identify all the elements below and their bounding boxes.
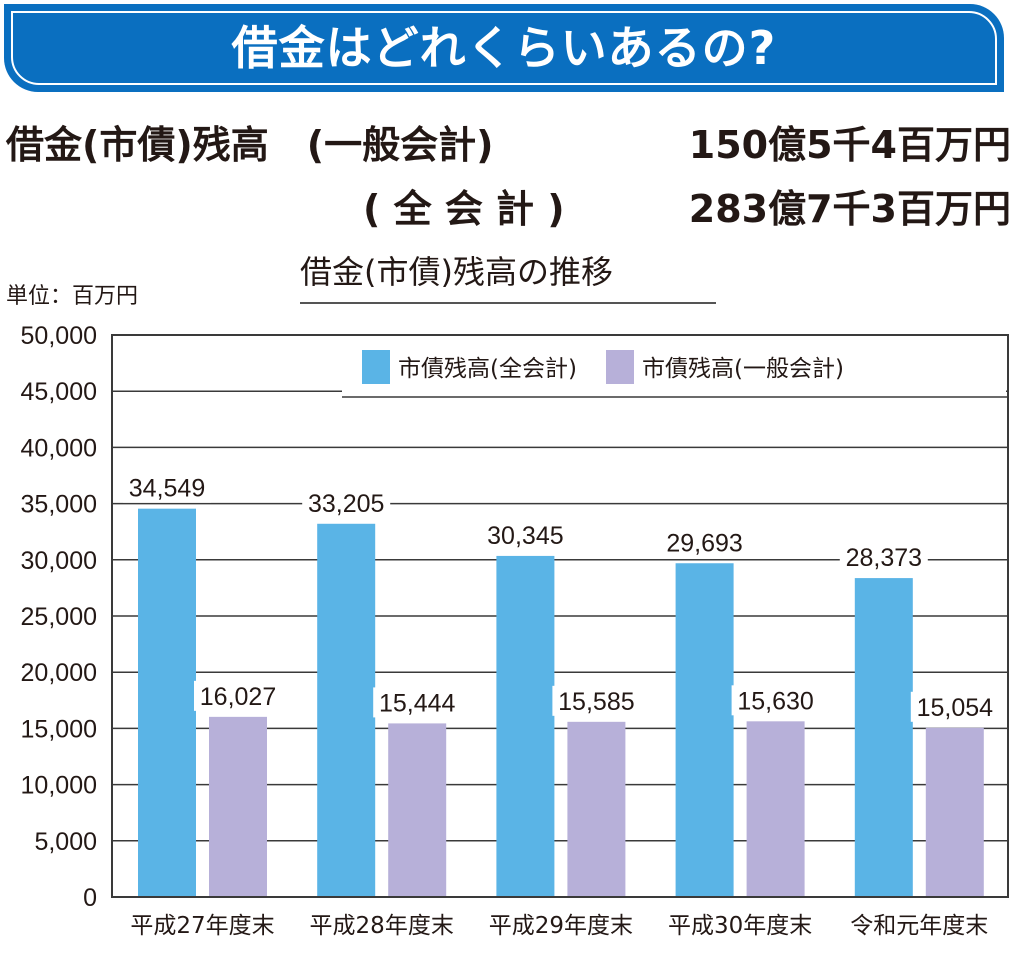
chart-title: 借金(市債)残高の推移 (300, 253, 613, 291)
legend-label: 市債残高(全会計) (398, 356, 577, 382)
bar-general-account (567, 721, 626, 897)
data-label: 15,630 (737, 687, 813, 715)
x-category-label: 平成28年度末 (310, 913, 454, 939)
data-label-background (123, 472, 211, 503)
data-label: 33,205 (308, 490, 384, 518)
summary-all-label: ( 全 会 計 ) (363, 187, 565, 231)
data-label-background (910, 691, 999, 722)
bars (138, 508, 984, 897)
legend-box (342, 337, 1006, 397)
data-label-background (839, 542, 928, 573)
data-label: 34,549 (129, 475, 205, 503)
bar-general-account (925, 727, 984, 897)
bar-all-accounts (675, 563, 734, 897)
x-category-label: 平成29年度末 (489, 913, 633, 939)
summary-general-value: 150億5千4百万円 (688, 123, 1011, 167)
legend-swatch (606, 350, 634, 384)
y-tick-label: 25,000 (21, 603, 97, 631)
plot-frame (111, 334, 1009, 898)
data-label-background (194, 680, 282, 711)
y-tick-label: 0 (83, 884, 97, 912)
bar-all-accounts (854, 578, 913, 897)
y-tick-label: 40,000 (21, 434, 97, 462)
y-tick-label: 5,000 (34, 828, 97, 856)
data-label-background (660, 527, 749, 558)
legend: 市債残高(全会計) 市債残高(一般会計) (342, 337, 1008, 398)
title-banner: 借金はどれくらいあるの? (4, 4, 1004, 92)
x-category-label: 平成27年度末 (130, 913, 274, 939)
unit-label: 単位：百万円 (6, 284, 139, 309)
y-tick-label: 15,000 (21, 715, 97, 743)
bar-general-account (209, 716, 267, 897)
data-label: 28,373 (846, 544, 922, 572)
data-label: 15,444 (379, 689, 456, 717)
x-axis-categories: 平成27年度末 平成28年度末 平成29年度末 平成30年度末 令和元年度末 (130, 913, 988, 939)
x-category-label: 平成30年度末 (668, 913, 812, 939)
bar-all-accounts (317, 523, 376, 897)
data-label: 29,693 (666, 529, 742, 557)
bar-all-accounts (496, 555, 555, 897)
bar-general-account (746, 721, 805, 897)
data-labels: 34,549 16,027 33,205 15,444 30,345 15,585 29,6… (123, 472, 999, 722)
data-label: 15,585 (558, 688, 634, 716)
data-label-background (731, 685, 820, 716)
banner-title: 借金はどれくらいあるの? (231, 21, 777, 75)
bar-all-accounts (138, 508, 196, 897)
data-label-background (373, 687, 462, 718)
x-category-label: 令和元年度末 (850, 913, 988, 939)
data-label: 16,027 (200, 683, 276, 711)
data-label-background (552, 685, 641, 716)
y-tick-label: 30,000 (21, 547, 97, 575)
legend-label: 市債残高(一般会計) (642, 356, 844, 382)
summary-general-label: 借金(市債)残高 (一般会計) (6, 123, 494, 167)
banner-inner-outline (11, 11, 997, 85)
legend-swatch (362, 350, 390, 384)
data-label-background (302, 487, 391, 518)
y-tick-label: 20,000 (21, 659, 97, 687)
y-axis-ticks: 0 5,000 10,000 15,000 20,000 25,000 30,000 35,0… (21, 322, 97, 912)
y-tick-label: 10,000 (21, 772, 97, 800)
y-tick-label: 35,000 (21, 491, 97, 519)
chart-title-underline (300, 302, 716, 304)
bar-general-account (388, 723, 447, 897)
data-label-background (481, 519, 570, 550)
data-label: 30,345 (487, 522, 563, 550)
y-tick-label: 45,000 (21, 378, 97, 406)
data-label: 15,054 (917, 694, 994, 722)
y-tick-label: 50,000 (21, 322, 97, 350)
summary-all-value: 283億7千3百万円 (688, 187, 1011, 231)
